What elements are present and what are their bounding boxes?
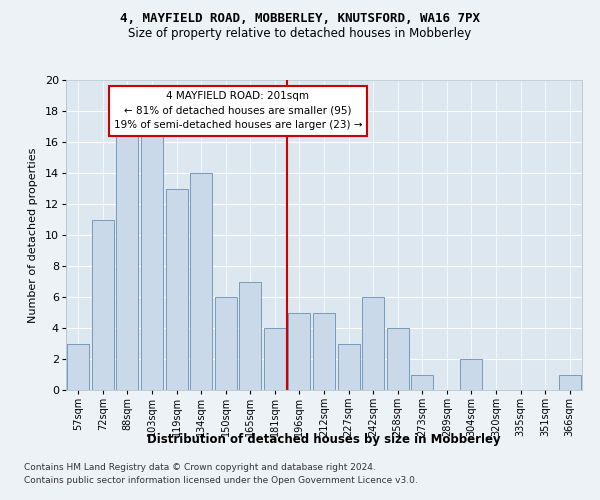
Text: Size of property relative to detached houses in Mobberley: Size of property relative to detached ho… [128, 28, 472, 40]
Text: Contains HM Land Registry data © Crown copyright and database right 2024.: Contains HM Land Registry data © Crown c… [24, 464, 376, 472]
Text: Contains public sector information licensed under the Open Government Licence v3: Contains public sector information licen… [24, 476, 418, 485]
Bar [190, 173, 212, 390]
Bar [338, 344, 359, 390]
Bar [313, 312, 335, 390]
Bar [116, 126, 139, 390]
Bar [362, 297, 384, 390]
Text: 4, MAYFIELD ROAD, MOBBERLEY, KNUTSFORD, WA16 7PX: 4, MAYFIELD ROAD, MOBBERLEY, KNUTSFORD, … [120, 12, 480, 26]
Bar [411, 374, 433, 390]
Bar [67, 344, 89, 390]
Bar [141, 126, 163, 390]
Bar [239, 282, 262, 390]
Bar [215, 297, 237, 390]
Bar [559, 374, 581, 390]
Bar [92, 220, 114, 390]
Bar [289, 312, 310, 390]
Bar [460, 359, 482, 390]
Bar [166, 188, 188, 390]
Y-axis label: Number of detached properties: Number of detached properties [28, 148, 38, 322]
Text: Distribution of detached houses by size in Mobberley: Distribution of detached houses by size … [147, 432, 501, 446]
Text: 4 MAYFIELD ROAD: 201sqm
← 81% of detached houses are smaller (95)
19% of semi-de: 4 MAYFIELD ROAD: 201sqm ← 81% of detache… [114, 91, 362, 130]
Bar [264, 328, 286, 390]
Bar [386, 328, 409, 390]
